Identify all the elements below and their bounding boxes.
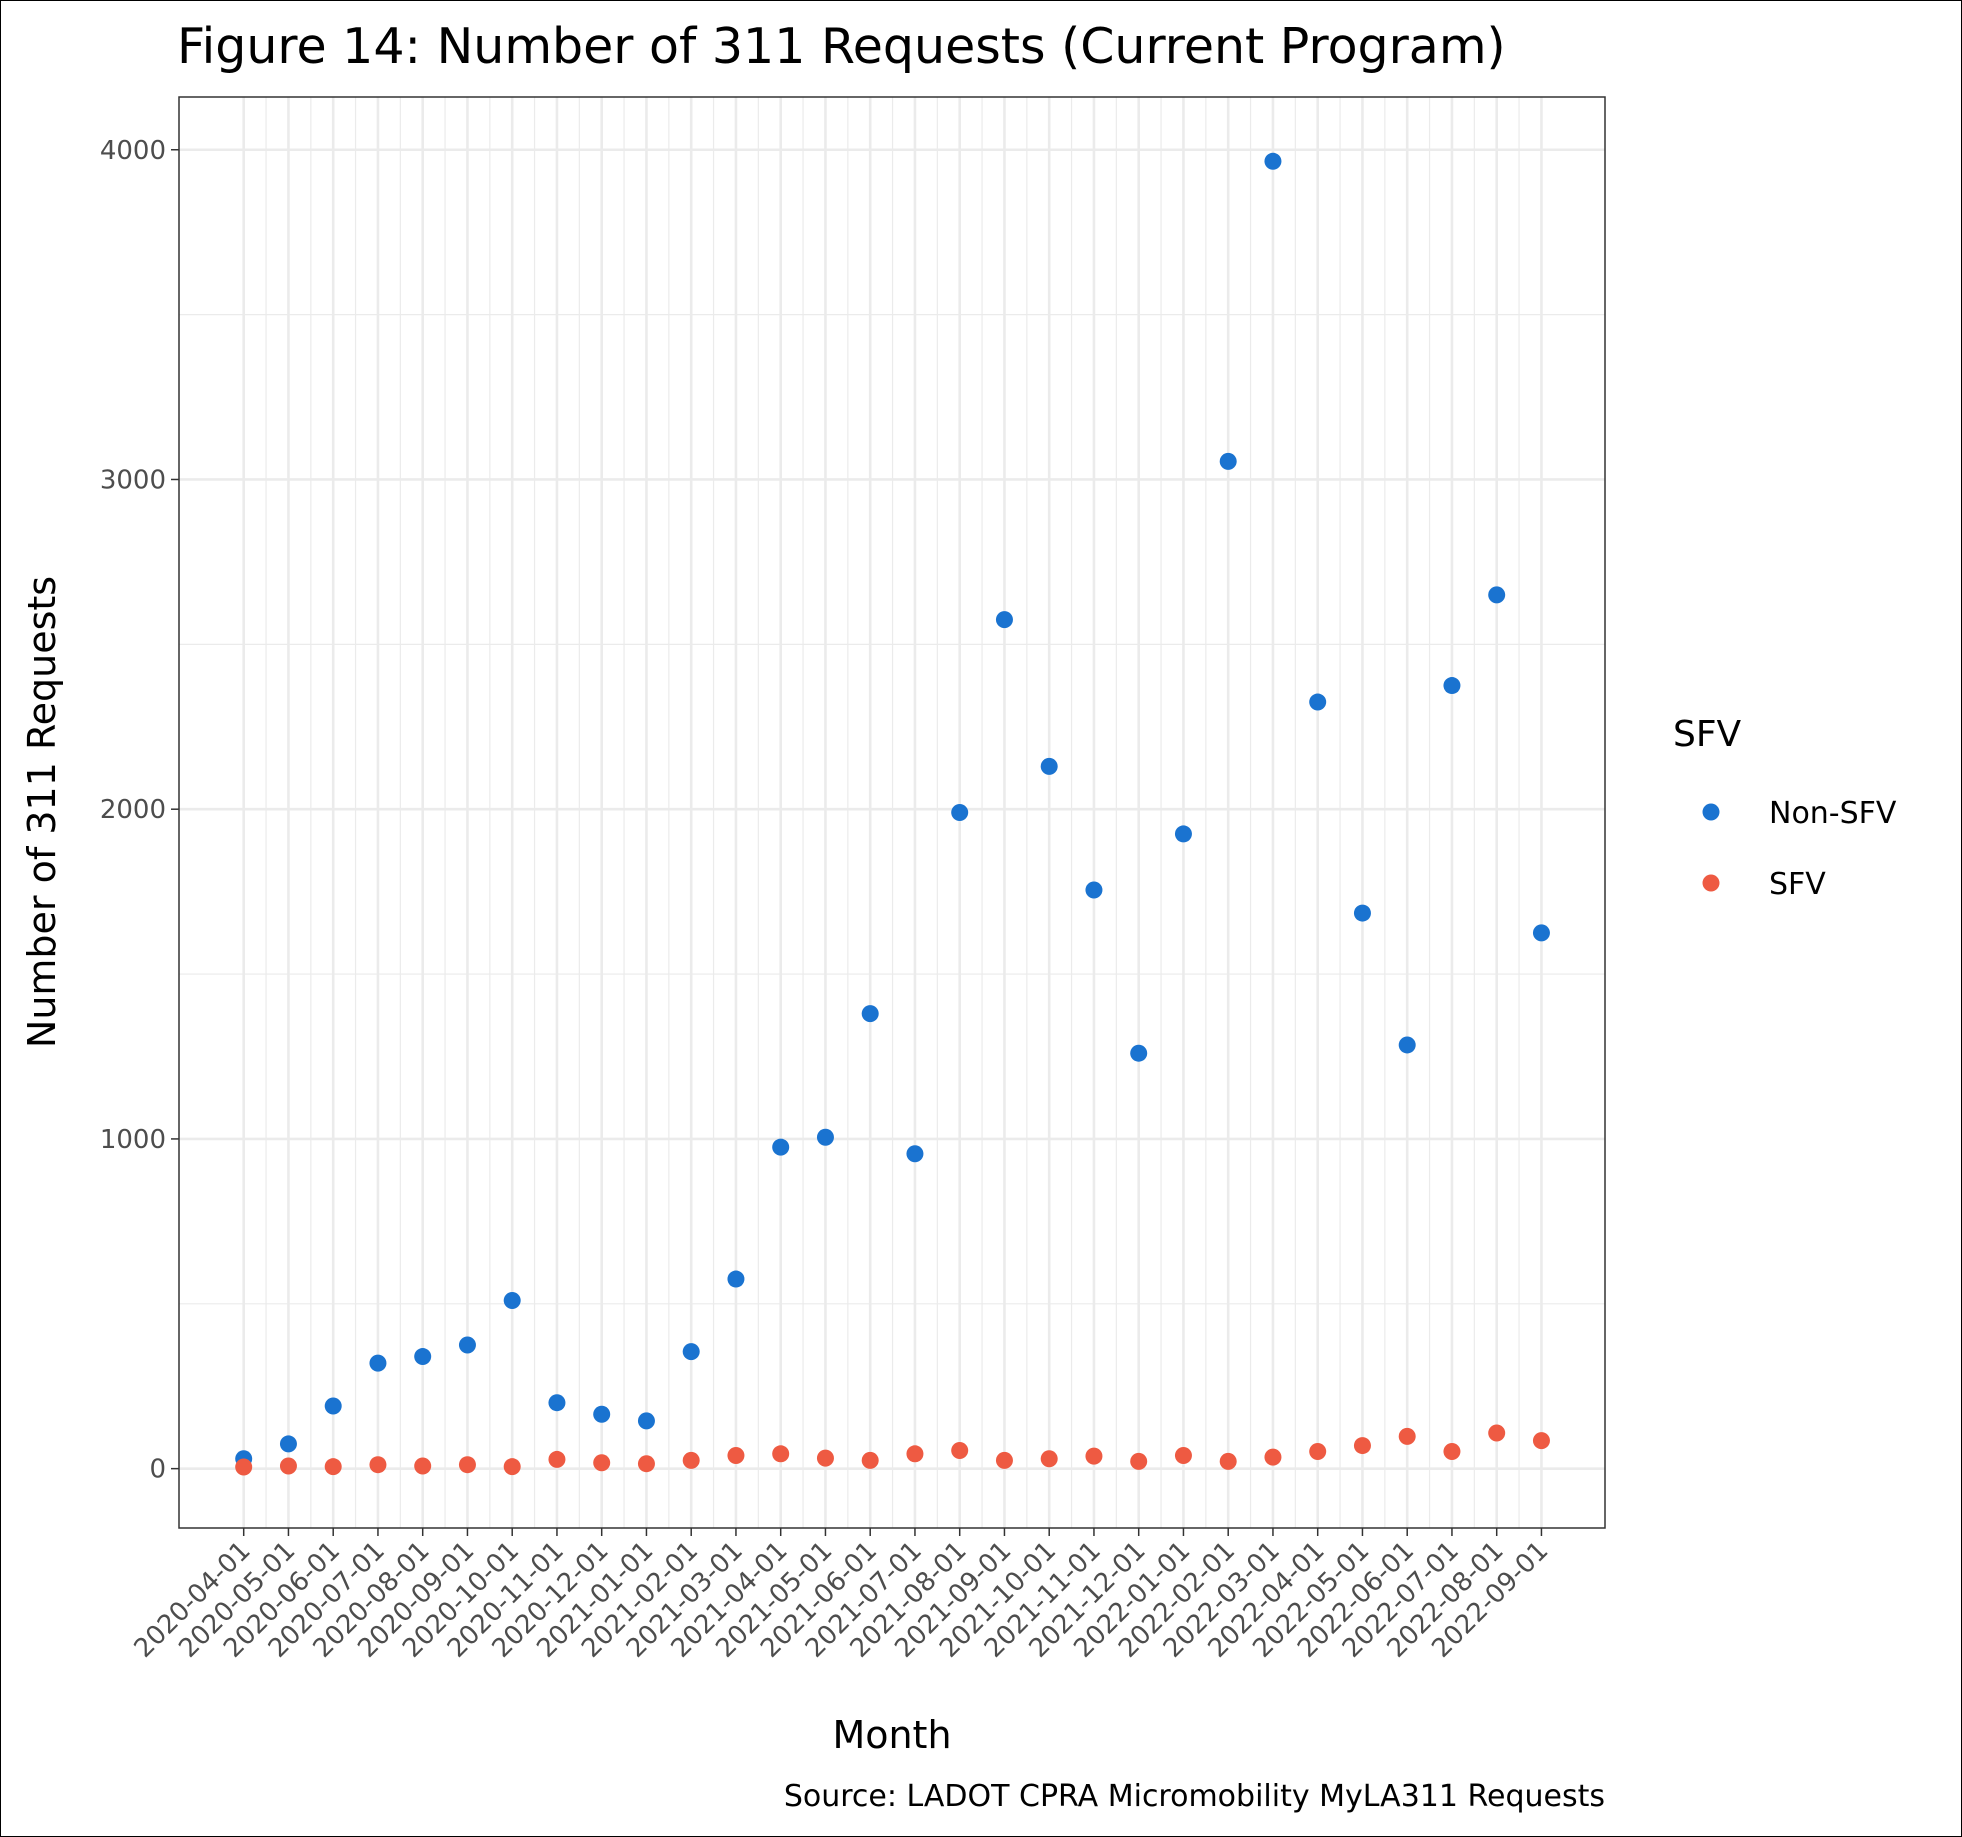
data-point: [1130, 1452, 1148, 1470]
data-point: [279, 1435, 297, 1453]
data-point: [369, 1354, 387, 1372]
data-point: [1443, 677, 1461, 695]
series-sfv: [235, 1424, 1550, 1476]
legend-key: [1702, 874, 1720, 892]
grid-lines: [179, 97, 1605, 1528]
y-tick-label: 3000: [100, 465, 166, 495]
data-point: [1040, 757, 1058, 775]
data-point: [682, 1451, 700, 1469]
data-point: [458, 1336, 476, 1354]
chart-title: Figure 14: Number of 311 Requests (Curre…: [177, 18, 1506, 75]
x-axis: 2020-04-012020-05-012020-06-012020-07-01…: [129, 1528, 1554, 1664]
data-point: [816, 1128, 834, 1146]
source-caption: Source: LADOT CPRA Micromobility MyLA311…: [784, 1779, 1605, 1814]
data-point: [951, 1442, 969, 1460]
data-point: [324, 1397, 342, 1415]
legend: SFV Non-SFV SFV: [1673, 714, 1897, 902]
data-point: [727, 1270, 745, 1288]
legend-label: Non-SFV: [1769, 796, 1897, 831]
data-point: [548, 1394, 566, 1412]
data-points: [235, 152, 1550, 1476]
data-point: [951, 804, 969, 821]
legend-title: SFV: [1673, 714, 1742, 755]
data-point: [1264, 1448, 1282, 1466]
y-tick-label: 2000: [100, 795, 166, 825]
data-point: [279, 1457, 297, 1475]
data-point: [1353, 904, 1371, 922]
data-point: [414, 1457, 432, 1475]
data-point: [772, 1138, 790, 1156]
data-point: [1264, 152, 1282, 170]
data-point: [1532, 1432, 1550, 1450]
data-point: [1488, 586, 1506, 604]
legend-items: Non-SFV SFV: [1702, 796, 1897, 902]
data-point: [1174, 1446, 1192, 1464]
data-point: [1085, 1447, 1103, 1465]
data-point: [1174, 825, 1192, 843]
plot-panel: [178, 96, 1606, 1529]
data-point: [1398, 1036, 1416, 1054]
data-point: [861, 1451, 879, 1469]
data-point: [682, 1343, 700, 1361]
data-point: [593, 1454, 611, 1472]
data-point: [1532, 924, 1550, 942]
data-point: [1398, 1427, 1416, 1445]
data-point: [995, 611, 1013, 629]
y-axis: 0 1000 2000 3000 4000: [100, 136, 179, 1485]
data-point: [906, 1445, 924, 1463]
data-point: [861, 1005, 879, 1023]
panel-border: [178, 96, 1606, 1529]
data-point: [816, 1449, 834, 1467]
data-point: [1040, 1450, 1058, 1468]
data-point: [458, 1456, 476, 1474]
data-point: [637, 1412, 655, 1430]
data-point: [727, 1446, 745, 1464]
data-point: [235, 1458, 253, 1476]
data-point: [548, 1450, 566, 1468]
data-point: [1488, 1424, 1506, 1442]
data-point: [503, 1291, 521, 1309]
data-point: [369, 1456, 387, 1474]
data-point: [324, 1458, 342, 1476]
data-point: [906, 1145, 924, 1163]
data-point: [1085, 881, 1103, 899]
y-axis-title: Number of 311 Requests: [20, 576, 64, 1048]
data-point: [1443, 1443, 1461, 1461]
x-axis-title: Month: [832, 1713, 951, 1757]
data-point: [1309, 1443, 1327, 1461]
y-tick-label: 0: [149, 1455, 166, 1485]
data-point: [1309, 693, 1327, 711]
series-non-sfv: [235, 152, 1550, 1468]
data-point: [1219, 452, 1237, 470]
data-point: [637, 1455, 655, 1473]
legend-key: [1702, 803, 1720, 821]
y-tick-label: 4000: [100, 136, 166, 166]
legend-label: SFV: [1769, 867, 1826, 902]
data-point: [414, 1348, 432, 1366]
data-point: [995, 1451, 1013, 1469]
y-tick-label: 1000: [100, 1125, 166, 1155]
data-point: [772, 1445, 790, 1463]
data-point: [593, 1405, 611, 1423]
data-point: [503, 1458, 521, 1476]
data-point: [1353, 1437, 1371, 1455]
data-point: [1219, 1452, 1237, 1470]
data-point: [1130, 1044, 1148, 1062]
